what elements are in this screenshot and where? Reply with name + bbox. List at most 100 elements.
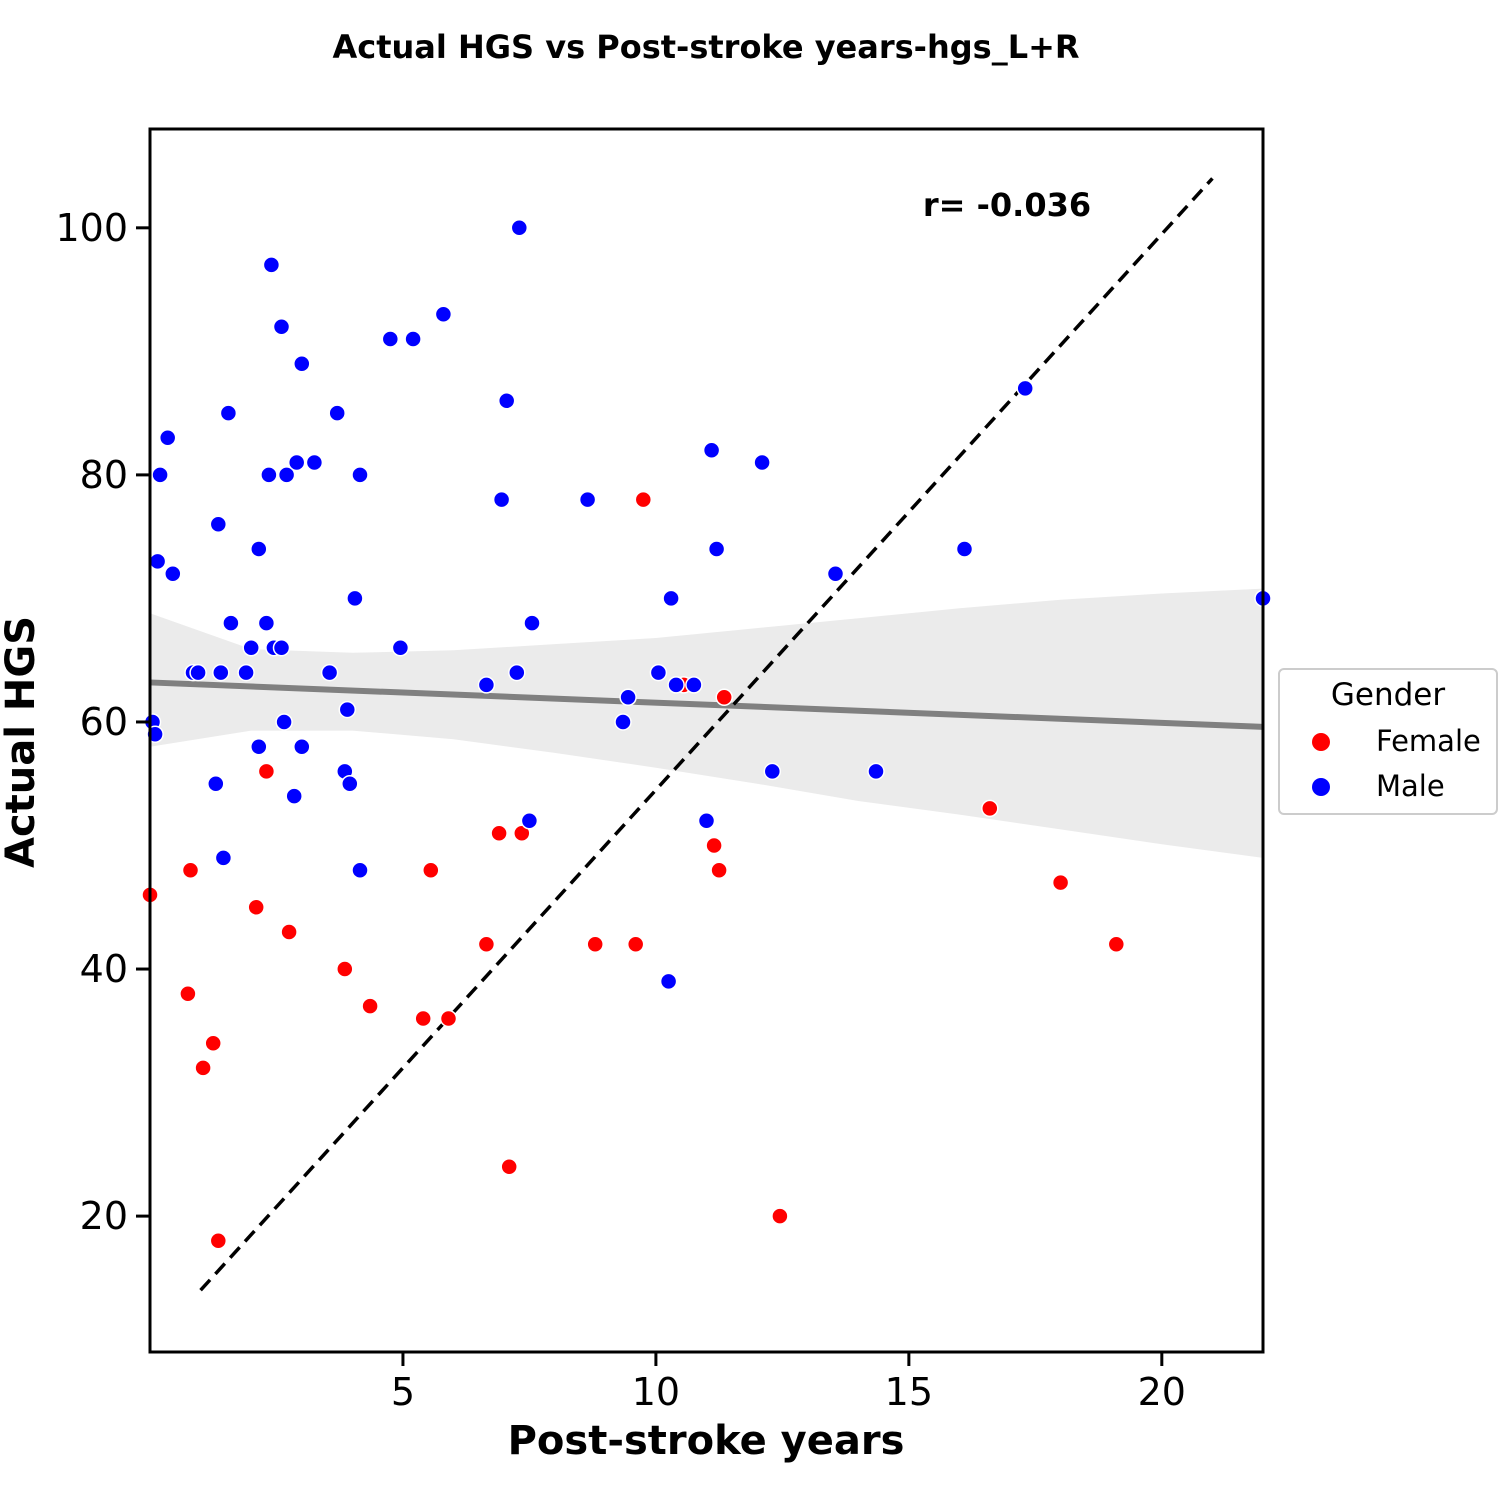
data-point-male-18 (257, 614, 276, 632)
data-point-female-12 (422, 861, 440, 879)
data-point-male-49 (523, 614, 541, 632)
data-point-male-36 (346, 589, 364, 608)
data-point-female-24 (715, 688, 733, 707)
confidence-band (150, 588, 1263, 858)
chart-title: Actual HGS vs Post-stroke years-hgs_L+R (332, 28, 1079, 66)
data-point-male-39 (381, 330, 400, 348)
data-point-male-59 (702, 441, 721, 459)
y-tick-label-60: 60 (80, 700, 128, 744)
data-point-male-42 (434, 305, 453, 324)
data-point-female-16 (500, 1157, 518, 1176)
data-point-female-9 (336, 960, 354, 978)
data-point-male-45 (497, 392, 516, 410)
legend-marker-male (1312, 778, 1330, 796)
identity-line (199, 177, 1214, 1292)
x-axis-ticks: 5 10 15 20 (391, 1352, 1186, 1414)
data-point-female-14 (477, 935, 496, 954)
data-point-female-13 (439, 1009, 458, 1028)
legend-box (1278, 668, 1498, 815)
data-point-male-43 (477, 676, 496, 694)
y-tick-label-40: 40 (80, 947, 128, 991)
data-point-female-4 (204, 1034, 222, 1052)
data-point-male-28 (293, 354, 311, 373)
data-point-female-5 (209, 1232, 228, 1250)
data-point-male-63 (826, 564, 845, 583)
data-point-female-25 (771, 1207, 789, 1225)
data-point-female-10 (361, 997, 379, 1015)
data-point-male-2 (148, 552, 167, 571)
data-point-female-11 (414, 1009, 432, 1028)
x-tick-label-10: 10 (632, 1370, 680, 1414)
data-point-male-61 (753, 453, 771, 472)
correlation-annotation: r= -0.036 (923, 186, 1091, 224)
data-point-female-19 (626, 935, 645, 954)
legend-title: Gender (1331, 677, 1445, 713)
legend-marker-female (1312, 733, 1330, 751)
x-tick-label-20: 20 (1138, 1370, 1186, 1414)
data-point-male-48 (520, 812, 539, 830)
data-point-male-32 (328, 404, 346, 422)
legend-label-female: Female (1376, 724, 1481, 758)
data-point-male-16 (250, 737, 268, 756)
data-point-female-22 (705, 836, 723, 855)
data-point-female-7 (257, 762, 276, 781)
x-axis-label: Post-stroke years (508, 1418, 905, 1464)
data-point-female-8 (280, 923, 298, 941)
data-point-male-14 (237, 663, 255, 682)
y-tick-label-100: 100 (55, 206, 128, 250)
data-point-male-57 (685, 676, 703, 694)
data-points (141, 219, 1272, 1250)
data-point-male-50 (578, 490, 597, 509)
data-point-male-22 (272, 317, 291, 336)
data-point-female-1 (179, 984, 197, 1003)
data-point-male-52 (619, 688, 637, 707)
data-point-male-17 (250, 540, 268, 558)
data-point-male-9 (209, 515, 228, 534)
data-point-male-37 (351, 861, 369, 879)
data-point-female-20 (634, 490, 653, 509)
data-point-female-17 (513, 824, 531, 842)
data-point-female-3 (194, 1059, 212, 1077)
data-point-male-44 (492, 490, 511, 509)
data-point-female-27 (1051, 873, 1070, 892)
data-point-male-51 (614, 713, 632, 731)
data-point-female-28 (1107, 935, 1126, 954)
data-point-male-62 (763, 762, 782, 781)
data-point-female-26 (981, 799, 999, 818)
data-point-female-15 (490, 824, 508, 842)
data-point-female-2 (181, 861, 200, 879)
data-point-male-53 (649, 663, 668, 682)
data-point-male-30 (305, 453, 324, 472)
data-point-male-66 (1016, 379, 1034, 398)
data-point-male-13 (222, 614, 240, 632)
data-point-male-27 (287, 453, 306, 472)
data-point-male-12 (219, 404, 238, 422)
data-point-male-54 (659, 972, 678, 991)
data-point-male-58 (697, 812, 716, 830)
data-point-male-23 (272, 639, 291, 657)
data-point-male-19 (260, 466, 278, 484)
y-axis-label: Actual HGS (0, 616, 44, 868)
data-point-male-8 (207, 774, 225, 793)
data-point-male-41 (404, 330, 422, 348)
data-point-male-7 (189, 663, 207, 682)
data-point-male-20 (262, 256, 281, 274)
x-tick-label-5: 5 (391, 1370, 415, 1414)
y-tick-label-80: 80 (80, 453, 128, 497)
data-point-male-3 (151, 466, 169, 484)
data-point-male-5 (164, 564, 182, 583)
data-point-male-47 (510, 219, 529, 237)
data-point-male-40 (391, 639, 410, 657)
data-point-male-38 (351, 466, 369, 484)
data-point-female-18 (586, 935, 604, 954)
data-point-male-4 (158, 429, 177, 447)
data-point-male-60 (707, 540, 726, 558)
plot-frame (148, 127, 1265, 1354)
data-point-male-35 (341, 774, 359, 793)
data-point-male-55 (662, 589, 680, 608)
data-point-male-26 (285, 787, 303, 805)
data-point-female-23 (710, 861, 728, 879)
y-tick-label-20: 20 (80, 1194, 128, 1238)
data-point-male-46 (508, 663, 526, 682)
